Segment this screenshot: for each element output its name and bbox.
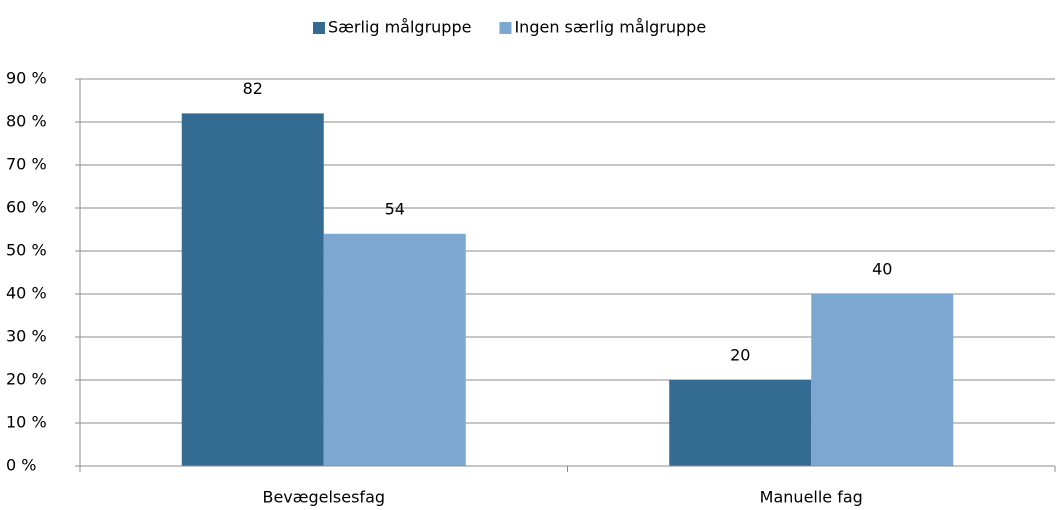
- bar: [323, 233, 466, 466]
- y-tick-label: 40 %: [6, 284, 47, 303]
- legend-label: Ingen særlig målgruppe: [514, 18, 706, 37]
- data-label: 20: [730, 346, 750, 365]
- y-tick-label: 10 %: [6, 413, 47, 432]
- bar: [669, 380, 812, 466]
- y-tick-label: 20 %: [6, 370, 47, 389]
- bar: [811, 294, 954, 466]
- y-tick-label: 50 %: [6, 241, 47, 260]
- x-tick-label: Manuelle fag: [760, 488, 863, 507]
- y-tick-label: 30 %: [6, 327, 47, 346]
- bar: [181, 113, 324, 467]
- x-tick-label: Bevægelsesfag: [262, 488, 385, 507]
- data-label: 54: [385, 199, 405, 218]
- y-tick-label: 90 %: [6, 69, 47, 88]
- legend-swatch: [313, 22, 325, 34]
- y-tick-label: 70 %: [6, 155, 47, 174]
- legend-label: Særlig målgruppe: [328, 18, 471, 37]
- legend-swatch: [499, 22, 512, 34]
- y-tick-label: 80 %: [6, 112, 47, 131]
- data-label: 82: [243, 79, 263, 98]
- y-tick-label: 0 %: [6, 456, 36, 475]
- data-label: 40: [872, 260, 892, 279]
- y-tick-label: 60 %: [6, 198, 47, 217]
